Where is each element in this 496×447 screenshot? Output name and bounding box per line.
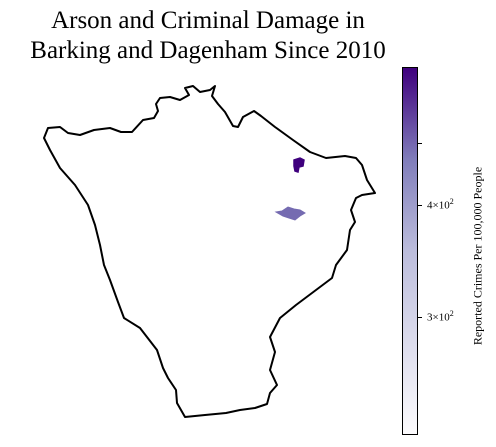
highlighted-area-medium bbox=[274, 206, 306, 221]
title-line-2: Barking and Dagenham Since 2010 bbox=[30, 37, 386, 64]
title-line-1: Arson and Criminal Damage in bbox=[51, 7, 365, 34]
map-title: Arson and Criminal Damage in Barking and… bbox=[0, 6, 416, 66]
colorbar-minor-tick bbox=[418, 143, 422, 144]
colorbar-label: Reported Crimes Per 100,000 People bbox=[470, 166, 485, 346]
colorbar-tick-label-400: 4×102 bbox=[427, 197, 454, 212]
colorbar-tick-400 bbox=[418, 205, 422, 206]
colorbar bbox=[402, 67, 418, 435]
colorbar-tick-label-300: 3×102 bbox=[427, 309, 454, 324]
borough-boundary bbox=[43, 85, 376, 418]
highlighted-area-high bbox=[293, 157, 305, 173]
colorbar-tick-300 bbox=[418, 317, 422, 318]
borough-map bbox=[43, 85, 376, 418]
